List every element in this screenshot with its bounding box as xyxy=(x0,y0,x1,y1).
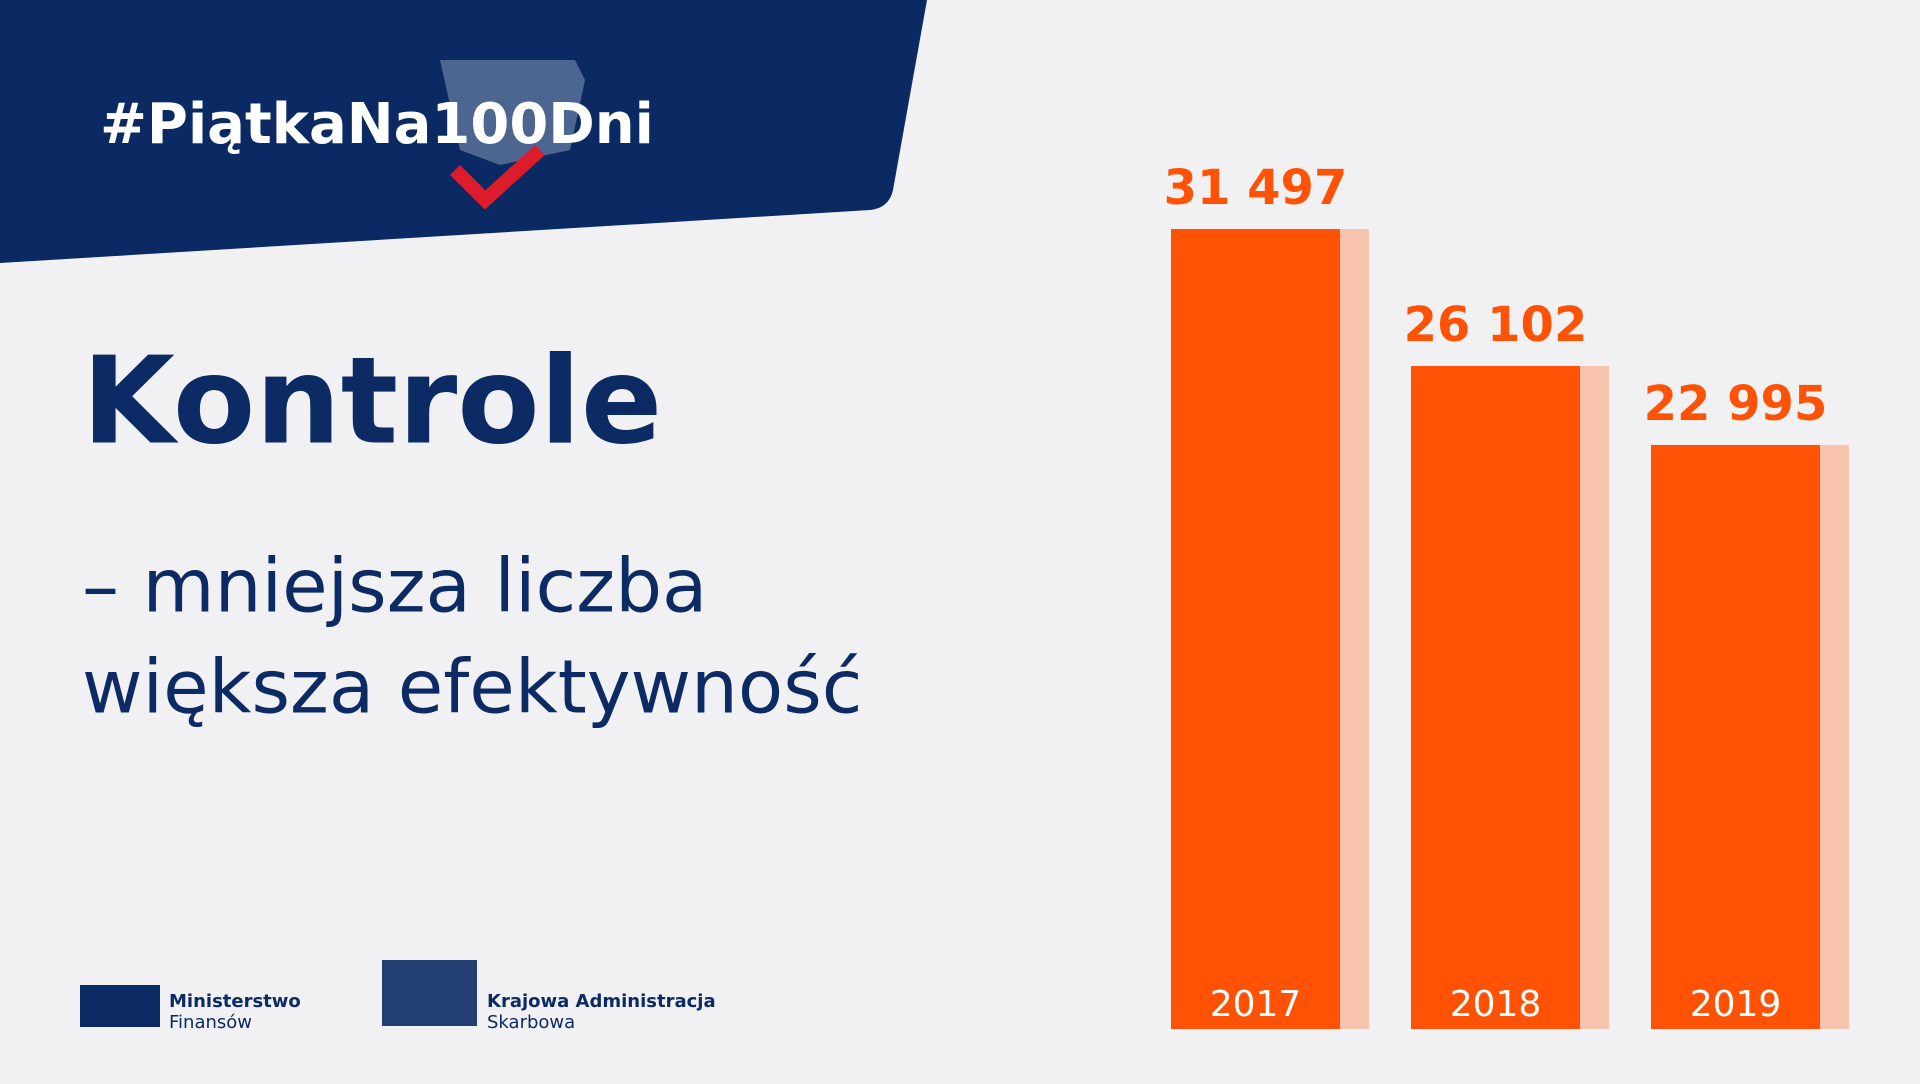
chart-title: Kontrole xyxy=(82,333,662,472)
x-tick-label: 2019 xyxy=(1690,984,1782,1025)
bar xyxy=(1411,366,1580,1029)
bar-shadow xyxy=(1340,229,1369,1029)
logo-text: Skarbowa xyxy=(487,1012,575,1033)
bar-shadow xyxy=(1580,366,1609,1029)
value-label: 31 497 xyxy=(1164,160,1348,216)
logo-check xyxy=(450,144,545,210)
logo-text: Krajowa Administracja xyxy=(487,991,716,1012)
bar-shadow xyxy=(1820,444,1849,1030)
logo-shield xyxy=(440,60,585,165)
logo-text: Ministerstwo xyxy=(169,991,301,1012)
x-tick-label: 2017 xyxy=(1210,984,1302,1025)
hashtag: #PiątkaNa100Dni xyxy=(100,92,654,157)
bar xyxy=(1171,229,1340,1029)
x-tick-label: 2018 xyxy=(1450,984,1542,1025)
kas-logo-mark xyxy=(382,960,477,1026)
subtitle: większa efektywność xyxy=(82,645,862,731)
logo-text: Finansów xyxy=(169,1012,252,1033)
value-label: 22 995 xyxy=(1644,376,1828,432)
mf-logo-mark xyxy=(80,985,160,1027)
subtitle: – mniejsza liczba xyxy=(82,544,707,630)
bar xyxy=(1651,444,1820,1030)
value-label: 26 102 xyxy=(1404,297,1588,353)
